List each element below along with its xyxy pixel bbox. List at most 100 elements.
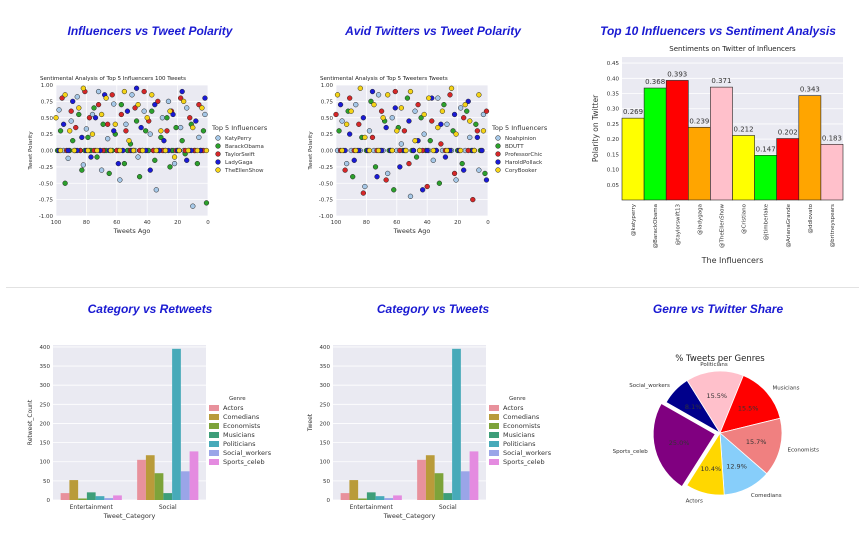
scatter-point bbox=[385, 170, 391, 177]
y-tick-label: -0.25 bbox=[39, 165, 54, 171]
bar-chart-sentiment: Sentiments on Twitter of Influencers 0.45… bbox=[591, 45, 844, 265]
bar bbox=[443, 493, 453, 500]
scatter-point bbox=[85, 134, 91, 141]
scatter-point bbox=[135, 154, 141, 160]
y-tick-label: 0.00 bbox=[321, 149, 334, 155]
scatter-point bbox=[173, 124, 179, 131]
scatter-point bbox=[144, 115, 150, 121]
scatter-point bbox=[347, 131, 353, 137]
pie-category-label: Sports_celeb bbox=[613, 449, 649, 455]
pie-pct-label: 10.4% bbox=[701, 465, 722, 473]
scatter-point bbox=[372, 164, 379, 170]
y-tick-label: 300 bbox=[40, 383, 51, 389]
scatter-point bbox=[60, 121, 67, 127]
bar bbox=[340, 493, 350, 500]
scatter-point bbox=[350, 174, 356, 180]
legend-label: CoryBooker bbox=[505, 168, 538, 174]
scatter-point bbox=[467, 118, 473, 124]
scatter-point bbox=[79, 167, 85, 173]
legend-label: Social_workers bbox=[503, 449, 552, 457]
legend-title: Top 5 Influencers bbox=[491, 124, 548, 132]
scatter-point bbox=[70, 138, 76, 144]
y-tick-label: 50 bbox=[43, 479, 50, 485]
x-tick-label: @katyperry bbox=[631, 203, 637, 236]
legend-label: ProfessorChic bbox=[505, 152, 542, 158]
scatter-point bbox=[123, 121, 129, 127]
scatter-point bbox=[193, 118, 199, 124]
pie-pct-label: 8.1% bbox=[685, 403, 702, 411]
scatter-point bbox=[418, 115, 424, 121]
y-tick-label: 0.25 bbox=[607, 122, 620, 128]
scatter-point bbox=[465, 147, 471, 154]
scatter-point bbox=[177, 95, 184, 101]
legend-label: TheEllenShow bbox=[224, 168, 264, 174]
scatter-point bbox=[397, 164, 403, 170]
scatter-point bbox=[394, 128, 400, 134]
scatter-point bbox=[337, 102, 344, 108]
legend-title: Genre bbox=[229, 396, 246, 402]
scatter-point bbox=[112, 121, 118, 127]
bar bbox=[643, 87, 667, 201]
bar bbox=[460, 471, 470, 500]
scatter-point bbox=[149, 108, 155, 114]
scatter-point bbox=[106, 170, 112, 177]
y-tick-label: -1.00 bbox=[39, 214, 54, 220]
scatter-point bbox=[360, 115, 367, 121]
scatter-point bbox=[111, 101, 117, 107]
scatter-point bbox=[76, 105, 82, 111]
y-tick-label: 300 bbox=[320, 383, 331, 389]
x-tick-label: @britneyspears bbox=[830, 204, 836, 247]
legend-swatch bbox=[489, 441, 499, 447]
scatter-point bbox=[196, 134, 202, 141]
y-tick-label: 0 bbox=[327, 498, 331, 504]
bar-value-label: 0.393 bbox=[667, 70, 687, 78]
scatter-point bbox=[343, 160, 350, 167]
scatter-point bbox=[450, 128, 456, 134]
bar bbox=[776, 138, 800, 201]
scatter-point bbox=[70, 98, 76, 105]
scatter-point bbox=[190, 124, 196, 131]
x-tick-label: @ladygaga bbox=[697, 204, 703, 235]
y-tick-label: 0.10 bbox=[607, 168, 620, 174]
legend-swatch bbox=[209, 414, 219, 420]
y-axis-label: Tweet Polarity bbox=[308, 131, 314, 171]
legend-swatch bbox=[209, 459, 219, 465]
scatter-point bbox=[362, 134, 368, 141]
legend-swatch bbox=[489, 414, 499, 420]
y-tick-label: 350 bbox=[40, 364, 51, 370]
scatter-point bbox=[474, 128, 481, 134]
scatter-point bbox=[176, 147, 182, 154]
y-tick-label: -0.50 bbox=[319, 181, 334, 187]
y-tick-label: 0.05 bbox=[607, 183, 620, 189]
scatter-point bbox=[187, 115, 193, 121]
y-axis-label: Polarity on Twitter bbox=[591, 94, 600, 162]
scatter-point bbox=[461, 167, 467, 173]
pie-slice bbox=[686, 431, 725, 496]
scatter-point bbox=[147, 131, 153, 137]
scatter-point bbox=[383, 177, 389, 183]
scatter-point bbox=[118, 102, 125, 108]
bar-value-label: 0.239 bbox=[689, 117, 709, 125]
bar bbox=[349, 480, 359, 500]
y-tick-label: -0.50 bbox=[39, 181, 54, 187]
scatter-point bbox=[407, 88, 414, 95]
scatter-point bbox=[147, 167, 153, 173]
pie-category-label: Musicians bbox=[773, 386, 800, 392]
legend-label: Actors bbox=[223, 404, 244, 412]
y-tick-label: 0.30 bbox=[607, 107, 620, 113]
scatter-point bbox=[374, 174, 380, 180]
scatter-point bbox=[59, 95, 65, 101]
x-tick-label: 100 bbox=[331, 220, 342, 226]
y-tick-label: 1.00 bbox=[321, 83, 334, 89]
x-tick-label: Social bbox=[439, 504, 457, 511]
bar bbox=[688, 126, 711, 201]
legend-label: Politicians bbox=[503, 440, 536, 448]
scatter-point bbox=[392, 105, 398, 111]
bar bbox=[434, 473, 444, 500]
x-axis-label: The Influencers bbox=[701, 256, 764, 265]
legend-label: Social_workers bbox=[223, 449, 272, 457]
scatter-point bbox=[121, 160, 128, 167]
legend-label: Politicians bbox=[223, 440, 256, 448]
legend-marker bbox=[215, 151, 221, 157]
x-tick-label: 60 bbox=[113, 220, 120, 226]
